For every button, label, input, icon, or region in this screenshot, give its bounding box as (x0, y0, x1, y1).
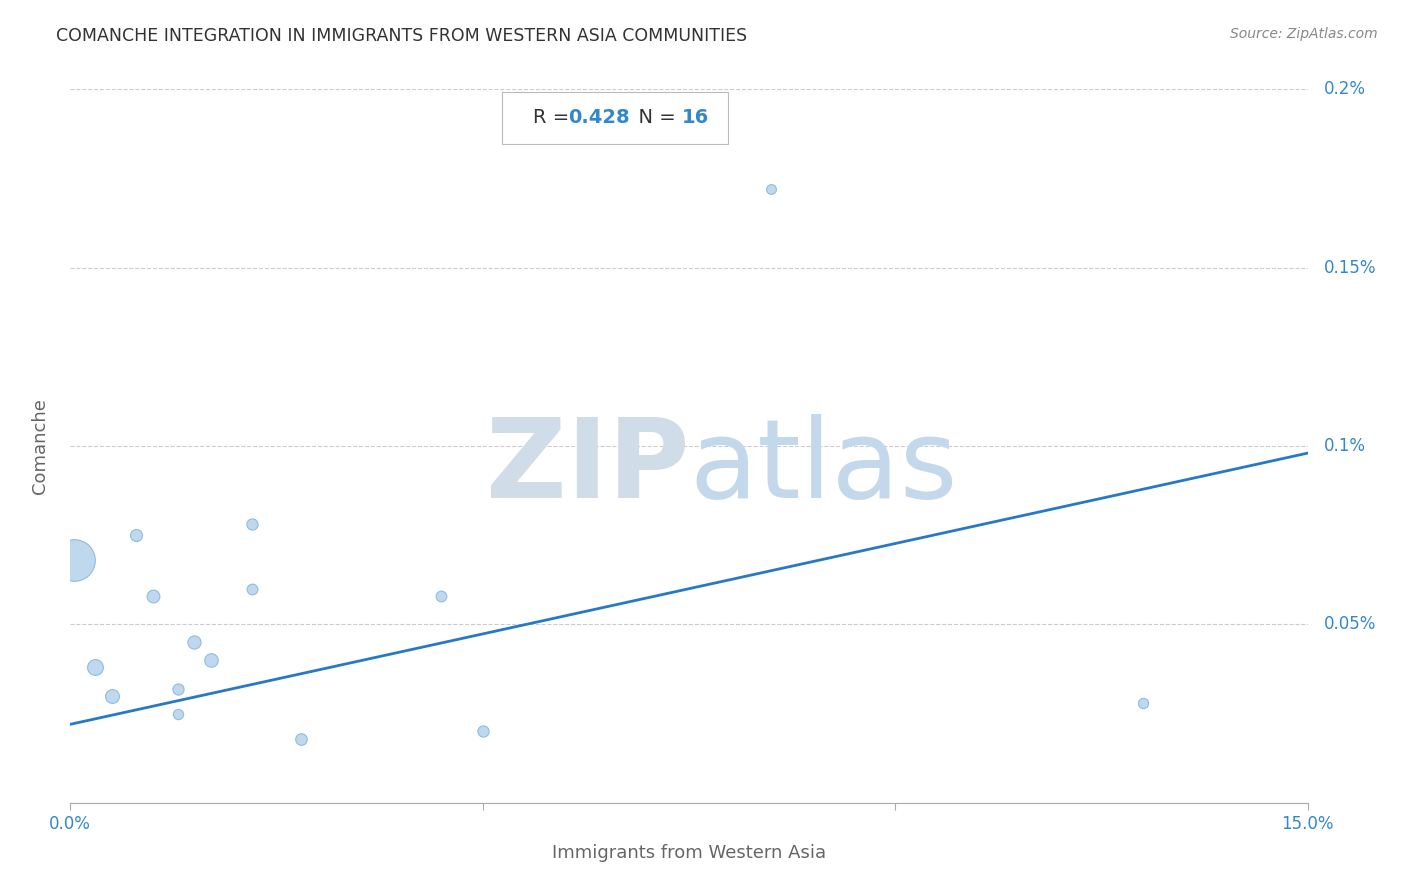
Text: 0.05%: 0.05% (1324, 615, 1376, 633)
Text: 16: 16 (682, 108, 710, 128)
Text: 0.1%: 0.1% (1324, 437, 1367, 455)
Text: N =: N = (626, 108, 682, 128)
Point (142, 589, 165, 603)
X-axis label: Immigrants from Western Asia: Immigrants from Western Asia (553, 844, 825, 862)
Point (100, 689, 122, 703)
Text: R =: R = (533, 108, 575, 128)
Y-axis label: Comanche: Comanche (31, 398, 49, 494)
Text: ZIP: ZIP (485, 414, 689, 521)
Text: 0.15%: 0.15% (1324, 259, 1376, 277)
Point (1132, 696, 1154, 710)
Point (183, 635, 205, 649)
Point (166, 706, 188, 721)
Point (200, 653, 222, 667)
Point (240, 582, 263, 596)
Point (166, 681, 188, 696)
Point (84, 660, 107, 674)
Point (240, 517, 263, 532)
Point (63, 553, 86, 567)
Point (430, 589, 453, 603)
Point (471, 724, 494, 739)
Text: COMANCHE INTEGRATION IN IMMIGRANTS FROM WESTERN ASIA COMMUNITIES: COMANCHE INTEGRATION IN IMMIGRANTS FROM … (56, 27, 748, 45)
Text: atlas: atlas (689, 414, 957, 521)
Text: 0.2%: 0.2% (1324, 80, 1367, 98)
Text: Source: ZipAtlas.com: Source: ZipAtlas.com (1230, 27, 1378, 41)
Text: 0.428: 0.428 (568, 108, 630, 128)
Point (761, 182, 783, 196)
Point (125, 528, 148, 542)
Point (290, 731, 312, 746)
